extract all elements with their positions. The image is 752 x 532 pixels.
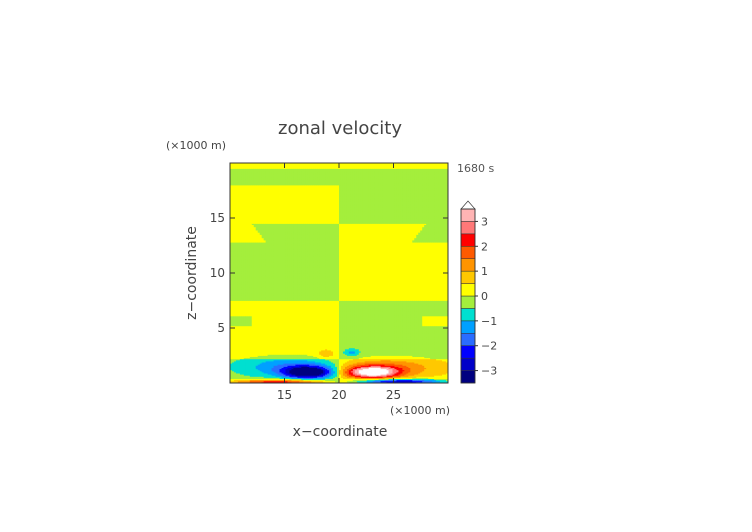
time-label: 1680 s bbox=[457, 162, 494, 175]
velocity-field bbox=[230, 163, 448, 383]
chart-title: zonal velocity bbox=[278, 118, 402, 139]
y-unit-label: (×1000 m) bbox=[166, 139, 226, 152]
